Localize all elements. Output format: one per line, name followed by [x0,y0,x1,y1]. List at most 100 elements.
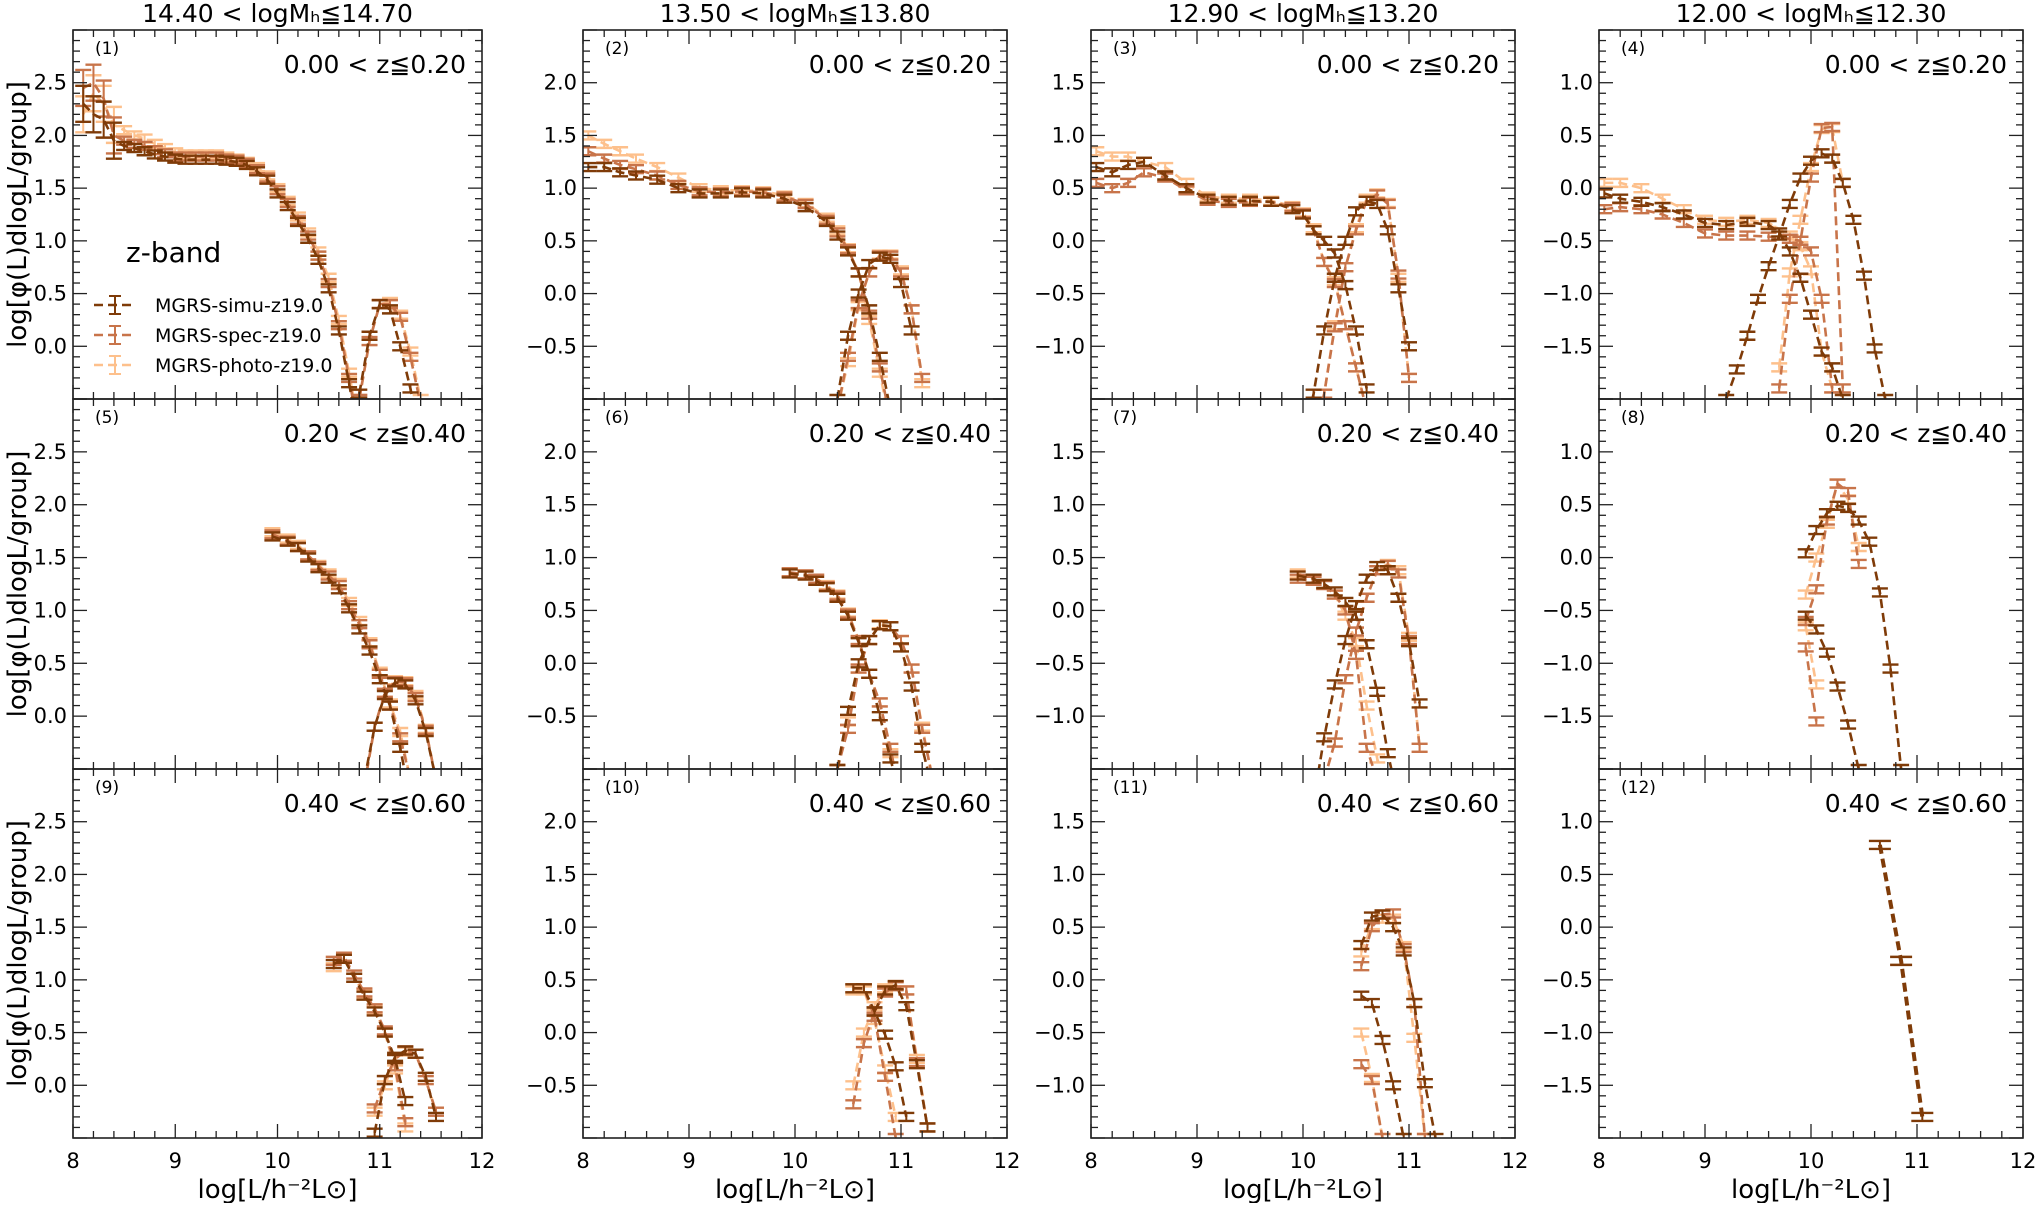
y-tick-label: 1.0 [1052,123,1085,147]
series-line-2 [1804,626,1818,685]
y-axis-label: log[φ(L)dlogL/group] [3,451,33,718]
series-line-1 [587,150,888,399]
y-tick-label: 1.0 [34,598,67,622]
panel-number: (2) [605,39,629,59]
y-tick-label: 0.5 [544,968,577,992]
axes-frame [1090,768,1516,1139]
y-tick-label: 0.0 [34,704,67,728]
series-line-1 [333,955,407,1123]
redshift-range: 0.40 < z≦0.60 [809,789,991,818]
y-tick-label: 0.0 [1560,915,1593,939]
y-tick-label: 2.0 [34,493,67,517]
y-tick-label: 0.0 [1560,176,1593,200]
curves [75,63,429,399]
series-line-1 [1325,563,1421,769]
x-tick-label: 9 [169,1149,182,1173]
y-tick-label: 0.0 [1560,546,1593,570]
legend-label: MGRS-simu-z19.0 [155,295,323,317]
y-tick-label: −0.5 [1034,1021,1085,1045]
column-title: 14.40 < logMₕ≦14.70 [142,0,413,28]
series-line-0 [1360,994,1405,1138]
x-tick-label: 9 [682,1149,695,1173]
curves [845,979,936,1138]
x-tick-label: 12 [469,1149,496,1173]
y-tick-label: −0.5 [1542,968,1593,992]
series-line-1 [1360,912,1427,1138]
y-tick-label: −1.0 [1542,282,1593,306]
y-tick-label: 0.5 [1052,176,1085,200]
y-tick-label: −1.0 [1034,334,1085,358]
x-tick-label: 8 [66,1149,79,1173]
x-tick-label: 10 [1798,1149,1825,1173]
y-tick-label: 2.0 [544,810,577,834]
y-tick-label: 2.0 [34,123,67,147]
x-axis-label: log[L/h⁻²L⊙] [1731,1175,1891,1203]
column-title: 12.90 < logMₕ≦13.20 [1168,0,1439,28]
series-line-0 [1603,192,1845,399]
redshift-range: 0.00 < z≦0.20 [1825,50,2007,79]
x-tick-label: 8 [1084,1149,1097,1173]
series-line-2 [853,989,897,1118]
y-tick-label: 1.5 [1052,810,1085,834]
curves [1599,121,1894,399]
y-tick-label: 0.0 [544,651,577,675]
panel-8: −1.5 −1.0 −0.5 0.0 0.5 1.0 (8) 0.20 < z≦0.40 [1542,398,2024,770]
redshift-range: 0.00 < z≦0.20 [284,50,466,79]
panel-number: (3) [1113,39,1137,59]
panel-6: −0.5 0.0 0.5 1.0 1.5 2.0 (6) 0.20 < z≦0.40 [526,398,1008,770]
panel-4: −1.5 −1.0 −0.5 0.0 0.5 1.0 (4) 0.00 < z≦0.20 [1542,29,2024,400]
y-tick-label: −1.0 [1034,704,1085,728]
series-line-0 [1360,913,1437,1138]
x-axis-label: log[L/h⁻²L⊙] [715,1175,875,1203]
series-line-2 [271,530,410,769]
y-tick-label: −1.0 [1034,1073,1085,1097]
legend-item: MGRS-spec-z19.0 [94,325,321,347]
y-tick-label: 1.5 [1052,440,1085,464]
axes-frame [582,398,1008,770]
y-tick-label: 1.0 [1560,810,1593,834]
series-line-1 [271,533,410,769]
series-line-0 [853,986,908,1118]
y-tick-label: 1.5 [544,123,577,147]
panel-number: (7) [1113,408,1137,428]
y-tick-label: 0.0 [1052,968,1085,992]
redshift-range: 0.40 < z≦0.60 [1317,789,1499,818]
series-line-1 [1804,647,1818,722]
y-tick-label: 1.5 [544,493,577,517]
x-tick-label: 11 [1396,1149,1423,1173]
y-tick-label: 0.5 [1560,862,1593,886]
series-line-0 [1311,199,1411,399]
x-tick-label: 8 [1592,1149,1605,1173]
panel-number: (1) [95,39,119,59]
curves [1797,478,1910,769]
y-tick-label: −0.5 [1542,598,1593,622]
x-axis-label: log[L/h⁻²L⊙] [1223,1175,1383,1203]
curves [1289,558,1428,769]
y-tick-label: −1.0 [1542,651,1593,675]
redshift-range: 0.40 < z≦0.60 [1825,789,2007,818]
y-tick-label: 1.0 [1052,862,1085,886]
y-tick-label: −0.5 [526,1073,577,1097]
x-tick-label: 9 [1698,1149,1711,1173]
y-tick-label: −1.5 [1542,704,1593,728]
y-tick-label: −1.5 [1542,334,1593,358]
y-tick-label: 0.0 [1052,229,1085,253]
series-line-0 [588,165,890,399]
y-tick-label: 1.0 [34,968,67,992]
panel-number: (12) [1621,778,1656,798]
y-tick-label: 2.5 [34,810,67,834]
series-line-2 [82,91,356,399]
band-label: z-band [126,236,221,269]
y-tick-label: −1.5 [1542,1073,1593,1097]
redshift-range: 0.20 < z≦0.40 [1825,419,2007,448]
y-tick-label: 0.5 [34,282,67,306]
panel-number: (6) [605,408,629,428]
panel-9: 0.0 0.5 1.0 1.5 2.0 2.5 8 9 10 11 12 log[L/h⁻²L⊙] (9… [34,768,496,1205]
panel-number: (10) [605,778,640,798]
redshift-range: 0.40 < z≦0.60 [284,789,466,818]
panel-3: −1.0 −0.5 0.0 0.5 1.0 1.5 (3) 0.00 < z≦0.20 [1034,29,1516,400]
series-line-0 [836,623,929,769]
x-tick-label: 10 [264,1149,291,1173]
series-line-0 [365,680,436,769]
